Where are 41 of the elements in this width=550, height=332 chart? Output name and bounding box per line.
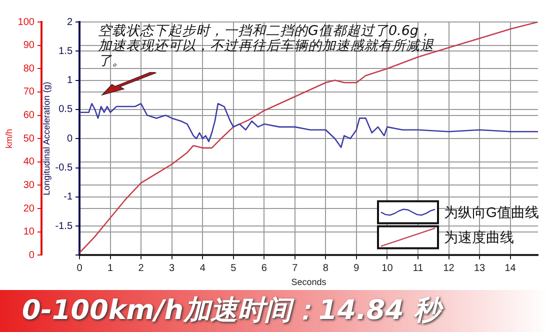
- x-tick-label: 9: [354, 262, 360, 274]
- x-tick-label: 1: [108, 262, 114, 274]
- y2-tick-label: 80: [23, 63, 35, 74]
- legend-label: 为纵向G值曲线: [444, 204, 539, 220]
- x-tick-label: 2: [138, 262, 144, 274]
- y-tick-label: 1.5: [58, 46, 73, 57]
- x-tick-label: 6: [261, 262, 268, 274]
- y2-tick-label: 50: [23, 133, 35, 144]
- x-tick-label: 12: [443, 262, 455, 274]
- y-tick-label: -1: [64, 192, 73, 203]
- x-tick-label: 8: [322, 262, 329, 274]
- x-tick-label: 4: [200, 262, 206, 274]
- y2-tick-label: 70: [23, 86, 35, 98]
- text: 0-100km/h加速时间：14.84 秒: [0, 290, 550, 332]
- y-tick-label: 1: [66, 75, 73, 86]
- y2-tick-label: 100: [18, 16, 35, 28]
- y-axis-title: Longitudinal Acceleration (g): [41, 82, 52, 196]
- y2-tick-label: 10: [23, 226, 35, 238]
- y2-tick-label: 90: [23, 40, 35, 52]
- x-tick-label: 10: [382, 262, 394, 274]
- y-tick-label: -0.5: [55, 162, 73, 174]
- y2-tick-label: 0: [28, 250, 35, 261]
- x-tick-label: 0: [76, 262, 83, 274]
- y2-tick-label: 20: [23, 203, 35, 214]
- x-tick-label: 7: [292, 262, 298, 274]
- x-tick-label: 14: [504, 262, 516, 274]
- x-tick-label: 13: [474, 262, 486, 274]
- y-tick-label: -1.5: [55, 220, 73, 232]
- y-tick-label: 0: [66, 133, 73, 144]
- x-axis-title: Seconds: [291, 277, 327, 288]
- legend-label: 为速度曲线: [444, 229, 514, 246]
- y2-tick-label: 60: [23, 110, 35, 122]
- y-tick-label: 2: [66, 16, 73, 28]
- y-tick-label: 0.5: [58, 104, 73, 116]
- x-tick-label: 3: [169, 262, 176, 274]
- x-tick-label: 5: [230, 262, 237, 274]
- y2-tick-label: 30: [23, 180, 35, 191]
- y2-tick-label: 40: [23, 156, 35, 168]
- y2-axis-title: km/h: [4, 128, 14, 148]
- x-tick-label: 11: [412, 262, 424, 274]
- annotation: 空载状态下起步时，一挡和二挡的G值都超过了0.6g，加速表现还可以，不过再往后车辆的加速感就有所减退了。: [98, 23, 435, 69]
